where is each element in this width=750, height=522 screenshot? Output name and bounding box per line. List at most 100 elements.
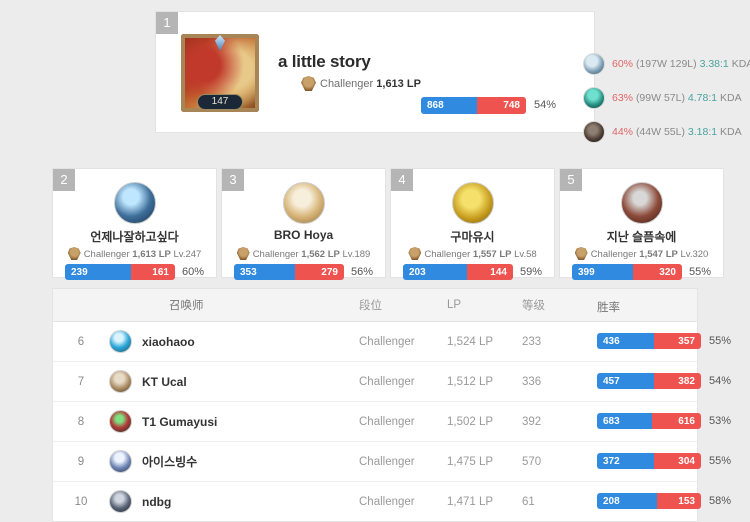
losses-value: 279 [321,266,338,278]
summoner-name[interactable]: T1 Gumayusi [142,414,218,429]
losses-value: 161 [152,266,169,278]
winrate-percent: 55% [709,335,732,347]
champion-winrate: 63% [612,92,634,104]
lp-value: 1,557 LP [472,249,512,260]
header-level: 等级 [522,300,545,312]
row-lp: 1,502 LP [447,415,494,428]
losses-segment: 144 [467,264,513,280]
header-tier: 段位 [359,300,382,312]
tier-label: Challenger [424,249,471,260]
summoner-name[interactable]: BRO Hoya [273,228,334,242]
winrate-percent: 60% [182,266,205,278]
champion-kda-label: KDA [720,126,742,138]
leaderboard-table: 召唤师 段位 LP 等级 胜率 6 xiaohaoo Challenger 1,524… [52,288,731,522]
losses-value: 320 [659,266,676,278]
lp-value: 1,613 LP [376,78,421,90]
summoner-name[interactable]: 지난 슬픔속에 [606,230,677,244]
champion-stats-text: 60% (197W 129L) 3.38:1 KDA [612,58,750,70]
wins-segment: 208 [597,493,657,509]
summoner-name[interactable]: a little story [278,52,371,71]
row-lp: 1,524 LP [447,335,494,348]
wins-segment: 683 [597,413,652,429]
wins-segment: 457 [597,373,654,389]
winloss-bar: 457 382 [597,373,701,389]
level-value: Lv.320 [680,249,709,260]
champion-stat-row: 60% (197W 129L) 3.38:1 KDA [583,50,750,78]
losses-value: 357 [678,335,695,347]
row-tier: Challenger [359,455,415,468]
row-level: 336 [522,375,542,388]
table-row[interactable]: 8 T1 Gumayusi Challenger 1,502 LP 392 683 616 5… [53,402,731,442]
summoner-profile-icon [109,370,132,393]
summoner-card-rank-3[interactable]: 3 BRO Hoya Challenger 1,562 LP Lv.189 353 27… [221,168,386,280]
wins-value: 457 [603,375,620,387]
rank-badge: 3 [222,169,244,191]
champion-kda-label: KDA [720,92,742,104]
champion-kda: 3.18:1 [687,126,718,138]
losses-value: 304 [678,455,695,467]
summoner-profile-icon [109,490,132,513]
summoner-profile-icon: 147 [181,34,259,112]
tier-line: Challenger 1,562 LP Lv.189 [222,247,385,260]
wins-value: 436 [603,335,620,347]
summoner-name[interactable]: 구마유시 [450,230,495,244]
row-lp: 1,512 LP [447,375,494,388]
tier-label: Challenger [320,78,374,90]
wins-value: 683 [603,415,620,427]
champion-winrate: 44% [612,126,634,138]
summoner-name[interactable]: 아이스빙수 [142,455,198,469]
losses-segment: 357 [654,333,701,349]
wins-segment: 436 [597,333,655,349]
summoner-card-rank-5[interactable]: 5 지난 슬픔속에 Challenger 1,547 LP Lv.320 399 320… [559,168,724,280]
tier-label: Challenger [252,249,299,260]
winloss-bar: 203 144 [403,264,513,280]
summoner-profile-icon [109,410,132,433]
losses-segment: 279 [295,264,344,280]
table-row[interactable]: 6 xiaohaoo Challenger 1,524 LP 233 436 357 55% [53,322,731,362]
losses-segment: 153 [656,493,701,509]
losses-value: 382 [678,375,695,387]
champion-portrait-icon [583,87,605,109]
winloss-bar: 372 304 [597,453,701,469]
losses-value: 616 [678,415,695,427]
summoner-card-rank-2[interactable]: 2 언제나잘하고싶다 Challenger 1,613 LP Lv.247 239 16… [52,168,217,280]
table-body: 6 xiaohaoo Challenger 1,524 LP 233 436 357 55% 7… [53,322,731,521]
wins-value: 353 [240,266,257,278]
wins-value: 399 [578,266,595,278]
winrate-percent: 55% [709,455,732,467]
row-rank: 7 [77,375,85,388]
losses-value: 144 [490,266,507,278]
champion-kda: 3.38:1 [699,58,729,70]
summoner-name[interactable]: xiaohaoo [142,334,195,349]
losses-segment: 320 [633,264,682,280]
champion-kda-label: KDA [731,58,750,70]
wins-segment: 399 [572,264,634,280]
losses-segment: 304 [654,453,701,469]
row-lp: 1,475 LP [447,455,494,468]
row-rank: 8 [77,415,85,428]
champion-kda: 4.78:1 [687,92,718,104]
winrate-percent: 59% [520,266,543,278]
wins-segment: 239 [65,264,131,280]
summoner-profile-icon [109,450,132,473]
summoner-name[interactable]: ndbg [142,494,172,509]
wins-segment: 203 [403,264,468,280]
rank-badge: 2 [53,169,75,191]
table-row[interactable]: 10 ndbg Challenger 1,471 LP 61 208 153 58% [53,482,731,521]
losses-value: 153 [678,495,695,507]
summoner-name[interactable]: KT Ucal [142,374,187,389]
winrate-percent: 56% [351,266,374,278]
header-summoner: 召唤师 [169,300,204,312]
summoner-card-rank-4[interactable]: 4 구마유시 Challenger 1,557 LP Lv.58 203 144 59% [390,168,555,280]
champion-record: (44W 55L) [635,126,685,138]
rank-1-hero-card[interactable]: 1 147 a little story Challenger 1,613 LP… [155,11,750,143]
losses-segment: 382 [653,373,701,389]
table-row[interactable]: 9 아이스빙수 Challenger 1,475 LP 570 372 304 55% [53,442,731,482]
wins-value: 208 [603,495,620,507]
header-lp: LP [447,299,462,311]
table-row[interactable]: 7 KT Ucal Challenger 1,512 LP 336 457 382 54% [53,362,731,402]
tier-label: Challenger [590,249,637,260]
summoner-name[interactable]: 언제나잘하고싶다 [90,230,179,244]
level-value: Lv.247 [173,249,202,260]
lp-value: 1,547 LP [639,249,678,260]
